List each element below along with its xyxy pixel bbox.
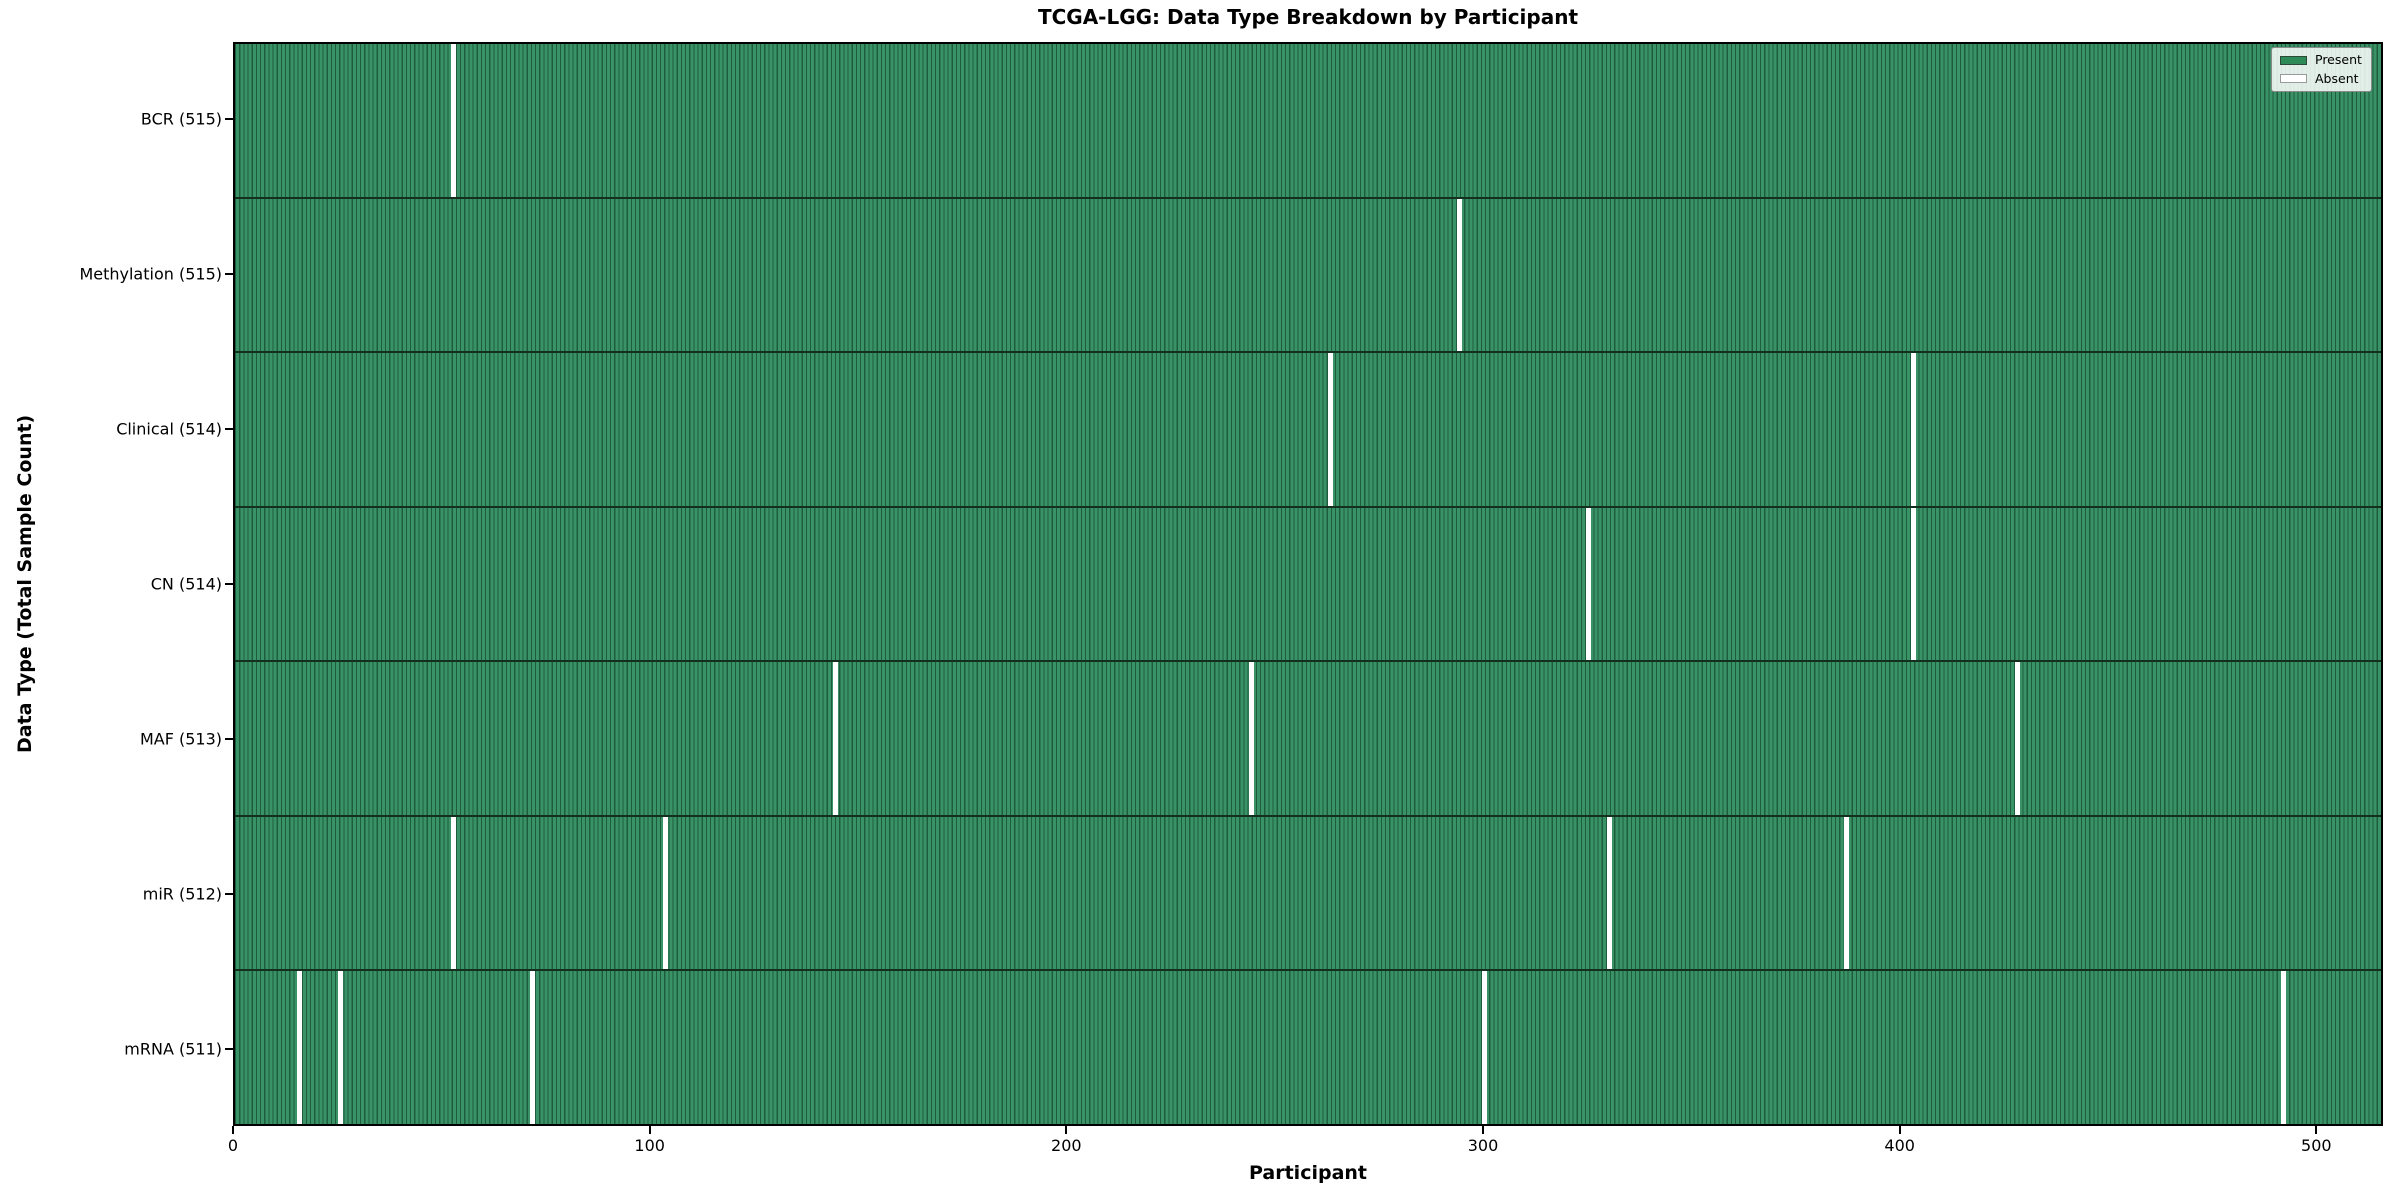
row-methylation [235, 198, 2381, 354]
y-tick-mark [225, 428, 233, 431]
legend: Present Absent [2271, 47, 2372, 92]
absent-marker [338, 971, 344, 1125]
y-tick-label-methylation: Methylation (515) [79, 264, 222, 284]
x-tick-label-200: 200 [1051, 1136, 1082, 1155]
absent-marker [1844, 816, 1849, 970]
absent-marker [833, 662, 839, 815]
row-mir [235, 816, 2381, 972]
absent-marker [662, 816, 668, 970]
y-tick-mark [225, 583, 233, 585]
x-tick-mark [1898, 1126, 1901, 1134]
y-tick-mark [225, 118, 233, 121]
absent-marker [1606, 816, 1612, 970]
legend-label-absent: Absent [2315, 70, 2359, 86]
legend-entry-absent: Absent [2280, 70, 2362, 86]
absent-marker [1910, 353, 1916, 506]
chart-title: TCGA-LGG: Data Type Breakdown by Partici… [1037, 5, 1579, 29]
y-tick-mark [225, 892, 233, 895]
y-tick-label-mir: miR (512) [142, 884, 222, 904]
y-tick-label-maf: MAF (513) [139, 729, 222, 749]
x-tick-label-400: 400 [1884, 1136, 1915, 1155]
absent-marker [2014, 662, 2020, 815]
absent-marker [1328, 353, 1334, 506]
y-tick-label-mrna: mRNA (511) [124, 1039, 222, 1059]
x-tick-mark [648, 1126, 651, 1134]
absent-marker [450, 816, 456, 970]
row-mrna [235, 971, 2381, 1125]
absent-marker [450, 44, 456, 197]
x-tick-mark [1065, 1126, 1068, 1134]
y-tick-label-clinical: Clinical (514) [116, 419, 222, 439]
x-tick-label-100: 100 [634, 1136, 665, 1155]
y-tick-label-bcr: BCR (515) [140, 109, 222, 129]
row-cn [235, 507, 2381, 663]
present-swatch-icon [2280, 55, 2307, 65]
row-clinical [235, 353, 2381, 508]
x-tick-label-0: 0 [227, 1136, 239, 1155]
y-tick-label-cn: CN (514) [150, 574, 222, 594]
absent-marker [1482, 971, 1488, 1125]
absent-marker [529, 971, 535, 1125]
absent-marker [1910, 507, 1916, 661]
absent-marker [296, 971, 302, 1125]
x-tick-mark [2315, 1126, 2318, 1134]
absent-marker [2280, 971, 2286, 1125]
row-maf [235, 662, 2381, 817]
absent-marker [1249, 662, 1255, 815]
y-tick-mark [225, 1047, 233, 1050]
absent-marker [1457, 198, 1463, 352]
y-axis-label: Data Type (Total Sample Count) [14, 414, 36, 754]
x-axis-label: Participant [1248, 1162, 1368, 1184]
row-bcr [235, 44, 2381, 199]
absent-swatch-icon [2280, 74, 2307, 84]
y-tick-mark [225, 737, 233, 740]
plot-area [233, 42, 2383, 1126]
x-tick-mark [1482, 1126, 1484, 1134]
legend-label-present: Present [2315, 52, 2362, 67]
x-tick-mark [232, 1126, 234, 1134]
absent-marker [1586, 507, 1592, 661]
y-tick-mark [225, 273, 233, 276]
x-tick-label-300: 300 [1467, 1136, 1499, 1155]
legend-entry-present: Present [2280, 52, 2362, 67]
x-tick-label-500: 500 [2301, 1136, 2332, 1155]
